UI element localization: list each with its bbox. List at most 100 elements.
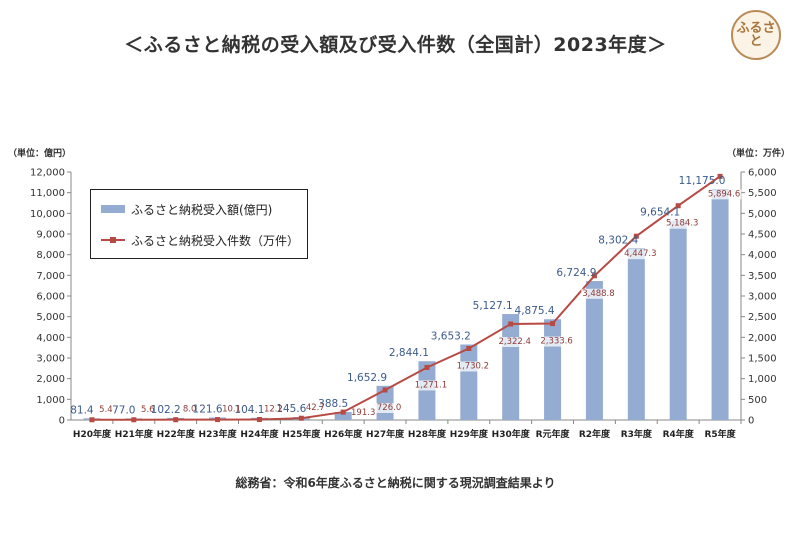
line-value-label-bg — [413, 380, 449, 391]
line-value-label: 42.7 — [306, 403, 325, 413]
line-count-marker — [466, 345, 472, 351]
line-count-marker — [131, 417, 137, 423]
x-axis-category-label: R2年度 — [579, 428, 611, 440]
left-axis-tick-label: 9,000 — [36, 230, 65, 241]
line-count-marker — [215, 417, 221, 423]
right-axis-tick-label: 4,000 — [748, 250, 777, 261]
bar-amount — [460, 344, 478, 420]
line-value-label-bg — [497, 337, 532, 348]
x-axis-category-label: H21年度 — [115, 428, 154, 440]
right-axis-tick-label: 2,500 — [748, 312, 777, 323]
x-axis-category-label: R3年度 — [621, 428, 653, 440]
bar-value-label: 4,875.4 — [515, 305, 555, 317]
bar-value-label: 11,175.0 — [679, 175, 726, 187]
line-count-marker — [173, 417, 179, 423]
line-value-label-bg — [706, 189, 742, 200]
line-value-label: 12.2 — [264, 404, 283, 414]
bar-amount — [544, 319, 562, 420]
bar-amount — [711, 189, 729, 420]
line-value-label-bg — [539, 336, 574, 347]
right-axis-tick-label: 1,000 — [748, 374, 777, 385]
line-value-label: 5,184.3 — [666, 219, 698, 229]
bar-amount — [502, 314, 520, 420]
line-value-label: 1,271.1 — [415, 380, 447, 390]
bar-value-label: 3,653.2 — [431, 331, 471, 343]
furusato-logo: ふるさと — [731, 10, 781, 60]
chart-legend: ふるさと納税受入額(億円) ふるさと納税受入件数（万件） — [90, 189, 308, 259]
left-axis-tick-label: 6,000 — [36, 292, 65, 303]
left-axis-tick-label: 8,000 — [36, 250, 65, 261]
x-axis-category-label: H26年度 — [324, 428, 363, 440]
right-axis-tick-label: 3,000 — [748, 292, 777, 303]
line-count-marker — [298, 415, 304, 421]
line-count-marker — [89, 417, 95, 423]
bar-value-label: 145.6 — [276, 403, 306, 415]
line-value-label: 1,730.2 — [457, 361, 489, 371]
line-value-label: 3,488.8 — [582, 289, 614, 299]
bar-value-label: 1,652.9 — [347, 372, 387, 384]
legend-item-count: ふるさと納税受入件数（万件） — [101, 232, 299, 248]
left-axis-tick-label: 5,000 — [36, 312, 65, 323]
line-value-label: 2,322.4 — [498, 337, 530, 347]
x-axis-category-label: H22年度 — [157, 428, 196, 440]
x-axis-category-label: H29年度 — [450, 428, 489, 440]
line-count-series — [91, 175, 721, 421]
source-note: 総務省：令和6年度ふるさと納税に関する現況調査結果より — [235, 476, 556, 490]
x-axis-category-label: H25年度 — [282, 428, 321, 440]
line-value-label-bg — [581, 288, 616, 299]
line-count-marker — [256, 416, 262, 422]
left-axis-tick-label: 2,000 — [36, 374, 65, 385]
bar-value-label: 2,844.1 — [389, 347, 429, 359]
line-value-label-bg — [664, 218, 700, 229]
bar-amount — [418, 361, 436, 420]
line-value-label-bg — [455, 361, 491, 372]
line-count-marker — [717, 173, 723, 179]
right-axis-tick-label: 4,500 — [748, 230, 777, 241]
left-axis-tick-label: 12,000 — [30, 168, 65, 179]
right-axis-tick-label: 0 — [748, 416, 754, 427]
page-title: ＜ふるさと納税の受入額及び受入件数（全国計）2023年度＞ — [124, 34, 667, 56]
x-axis-category-label: H23年度 — [199, 428, 238, 440]
bar-value-label: 102.2 — [151, 404, 181, 416]
line-value-label-bg — [623, 249, 658, 260]
right-axis-tick-label: 1,500 — [748, 354, 777, 365]
bar-value-label: 8,302.4 — [598, 234, 638, 246]
line-value-label: 8.0 — [183, 405, 197, 415]
legend-line-swatch — [101, 237, 125, 243]
line-count-marker — [591, 273, 597, 279]
right-axis-unit: （単位：万件） — [727, 149, 791, 159]
line-value-label-bg — [375, 402, 403, 413]
line-count-marker — [550, 321, 556, 327]
right-axis-tick-label: 6,000 — [748, 168, 777, 179]
line-count-marker — [382, 387, 388, 393]
bar-value-label: 6,724.9 — [556, 267, 596, 279]
x-axis-category-label: R元年度 — [536, 428, 571, 440]
bar-amount — [585, 281, 603, 420]
line-count-marker — [424, 364, 430, 370]
line-value-label: 191.3 — [351, 408, 375, 418]
bar-value-label: 5,127.1 — [473, 300, 513, 312]
line-value-label: 5,894.6 — [708, 189, 740, 199]
left-axis-tick-label: 0 — [59, 416, 65, 427]
legend-label-amount: ふるさと納税受入額(億円) — [131, 202, 273, 217]
bar-value-label: 81.4 — [70, 404, 94, 416]
bar-value-label: 121.6 — [193, 403, 223, 415]
line-count-marker — [633, 233, 639, 239]
line-value-label: 10.1 — [222, 405, 241, 415]
logo-text: ふるさと — [736, 21, 776, 49]
bar-amount — [627, 248, 645, 420]
legend-bar-swatch — [101, 205, 125, 213]
right-axis-tick-label: 2,000 — [748, 333, 777, 344]
bar-amount — [334, 411, 352, 420]
left-axis-unit: （単位：億円） — [8, 149, 72, 159]
line-value-label: 2,333.6 — [540, 337, 572, 347]
bar-value-label: 388.5 — [318, 398, 348, 410]
line-count-marker — [675, 203, 681, 209]
x-axis-category-label: H20年度 — [73, 428, 112, 440]
left-axis-tick-label: 7,000 — [36, 271, 65, 282]
left-axis-tick-label: 3,000 — [36, 354, 65, 365]
x-axis-category-label: H24年度 — [240, 428, 279, 440]
left-axis-tick-label: 10,000 — [30, 209, 65, 220]
right-axis-tick-label: 500 — [748, 395, 767, 406]
